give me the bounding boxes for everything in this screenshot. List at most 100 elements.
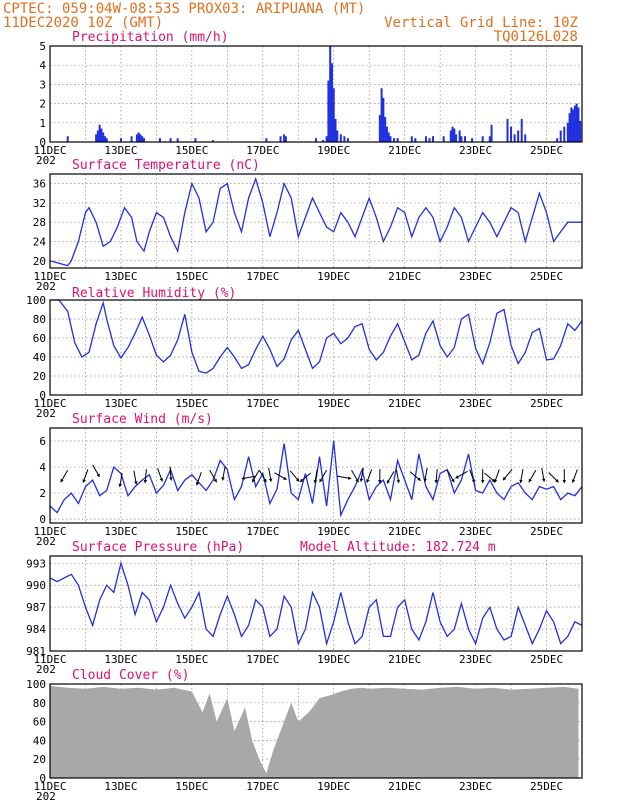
wind-arrow-head [423,478,428,482]
precipitation-bar [566,122,569,142]
pressure-panel: 981 984 987 990 993 11DEC 13DEC 15DEC 17DEC 19DEC… [26,555,583,676]
pressure-x-tick: 25DEC [530,653,563,666]
cloud-cover-x-tick: 13DEC [104,780,137,793]
precipitation-bar [66,136,69,142]
pressure-y-tick: 993 [26,557,46,570]
precipitation-bar [414,138,417,142]
humidity-x-tick: 23DEC [459,397,492,410]
wind-panel: 0 2 4 6 11DEC 13DEC 15DEC 17DEC 19DEC 21DEC 23DEC 2… [33,427,583,548]
wind-arrow-head [480,480,485,484]
humidity-x-year-cut: 202 [36,407,56,420]
precipitation-bar [463,136,466,142]
temperature-y-tick: 36 [33,178,46,191]
temperature-x-tick: 17DEC [246,270,279,283]
wind-arrow-head [366,479,370,483]
wind-arrow-head [295,478,300,482]
precipitation-bar [570,107,573,142]
wind-arrow-head [451,478,455,483]
precipitation-bar [265,138,268,142]
precipitation-y-tick: 3 [39,78,46,91]
temperature-frame [49,173,583,269]
cloud-cover-x-tick: 23DEC [459,780,492,793]
temperature-y-tick: 28 [33,216,46,229]
wind-arrow-head [241,476,245,480]
wind-arrow-head [82,479,86,483]
temperature-x-tick: 11DEC [33,270,66,283]
wind-arrow-head [195,481,200,486]
precipitation-bar [513,134,516,142]
precipitation-y-tick: 0 [39,136,46,149]
precipitation-bar [105,138,108,142]
wind-arrow-head [268,478,273,482]
precipitation-bar [284,136,287,142]
wind-arrow-head [134,481,138,485]
precipitation-y-tick: 4 [39,59,46,72]
wind-x-tick: 11DEC [33,525,66,538]
precipitation-x-tick: 21DEC [388,144,421,157]
precipitation-bar [490,124,493,142]
wind-arrow-head [386,480,391,484]
pressure-x-tick: 21DEC [388,653,421,666]
wind-arrow-head [159,477,164,482]
cloud-cover-y-tick: 100 [26,678,46,691]
wind-y-tick: 4 [39,461,46,474]
precipitation-bar [432,136,435,142]
wind-arrow-head [434,479,439,484]
wind-arrow-head [143,479,148,484]
humidity-x-tick: 19DEC [317,397,350,410]
precipitation-x-tick: 17DEC [246,144,279,157]
precipitation-bar [334,118,337,142]
cloud-cover-x-tick: 19DEC [317,780,350,793]
precipitation-bar [453,128,456,142]
precipitation-bar [330,63,333,142]
precipitation-bar [458,130,461,142]
pressure-x-tick: 23DEC [459,653,492,666]
precipitation-bar [520,118,523,142]
temperature-x-tick: 21DEC [388,270,421,283]
humidity-panel: 0 20 40 60 80 100 11DEC 13DEC 15DEC 17DEC 19DEC 21D… [26,294,583,420]
panel-title-pressure: Surface Pressure (hPa) [72,540,244,555]
precipitation-bar [329,46,332,142]
cloud-cover-x-tick: 21DEC [388,780,421,793]
wind-x-tick: 25DEC [530,525,563,538]
humidity-x-tick: 15DEC [175,397,208,410]
cloud-cover-x-tick: 15DEC [175,780,208,793]
wind-arrow-head [313,479,318,484]
wind-arrow-head [396,479,401,484]
pressure-x-tick: 19DEC [317,653,350,666]
precipitation-bar [283,134,286,142]
cloud-cover-frame [49,683,583,779]
cloud-cover-panel: 0 20 40 60 80 100 11DEC 13DEC 15DEC 17DEC 19DEC 21D… [26,678,583,800]
precipitation-bar [339,134,342,142]
wind-arrow-head [96,473,100,478]
precipitation-bar [577,107,580,142]
precipitation-bar [380,88,383,142]
precipitation-bar [382,97,385,142]
precipitation-x-year-cut: 202 [36,154,56,167]
temperature-x-tick: 23DEC [459,270,492,283]
precipitation-bar [385,126,388,142]
cloud-cover-x-year-cut: 202 [36,790,56,800]
precipitation-bar [194,138,197,142]
precipitation-bar [141,136,144,142]
wind-arrow-head [319,478,323,483]
panel-title-humidity: Relative Humidity (%) [72,286,236,301]
precipitation-bar [573,105,576,142]
pressure-x-tick: 17DEC [246,653,279,666]
pressure-frame [49,555,583,652]
wind-x-year-cut: 202 [36,535,56,548]
cloud-cover-y-tick: 40 [33,734,46,747]
precipitation-bar [389,136,392,142]
wind-arrow-head [169,477,173,481]
wind-arrow-head [519,479,523,484]
wind-arrow-head [283,476,287,480]
precipitation-bar [575,103,578,142]
temperature-x-tick: 13DEC [104,270,137,283]
wind-arrow-head [493,479,498,483]
wind-arrow-head [60,478,64,483]
precipitation-bar [103,136,106,142]
precipitation-frame [49,45,583,143]
header-location: CPTEC: 059:04W-08:53S PROX03: ARIPUANA (… [3,1,365,17]
precipitation-panel: 0 1 2 3 4 5 11DEC 13DEC 15DEC 17DEC 19DEC 21DEC 23DE… [33,40,583,167]
precipitation-bar [119,138,122,142]
